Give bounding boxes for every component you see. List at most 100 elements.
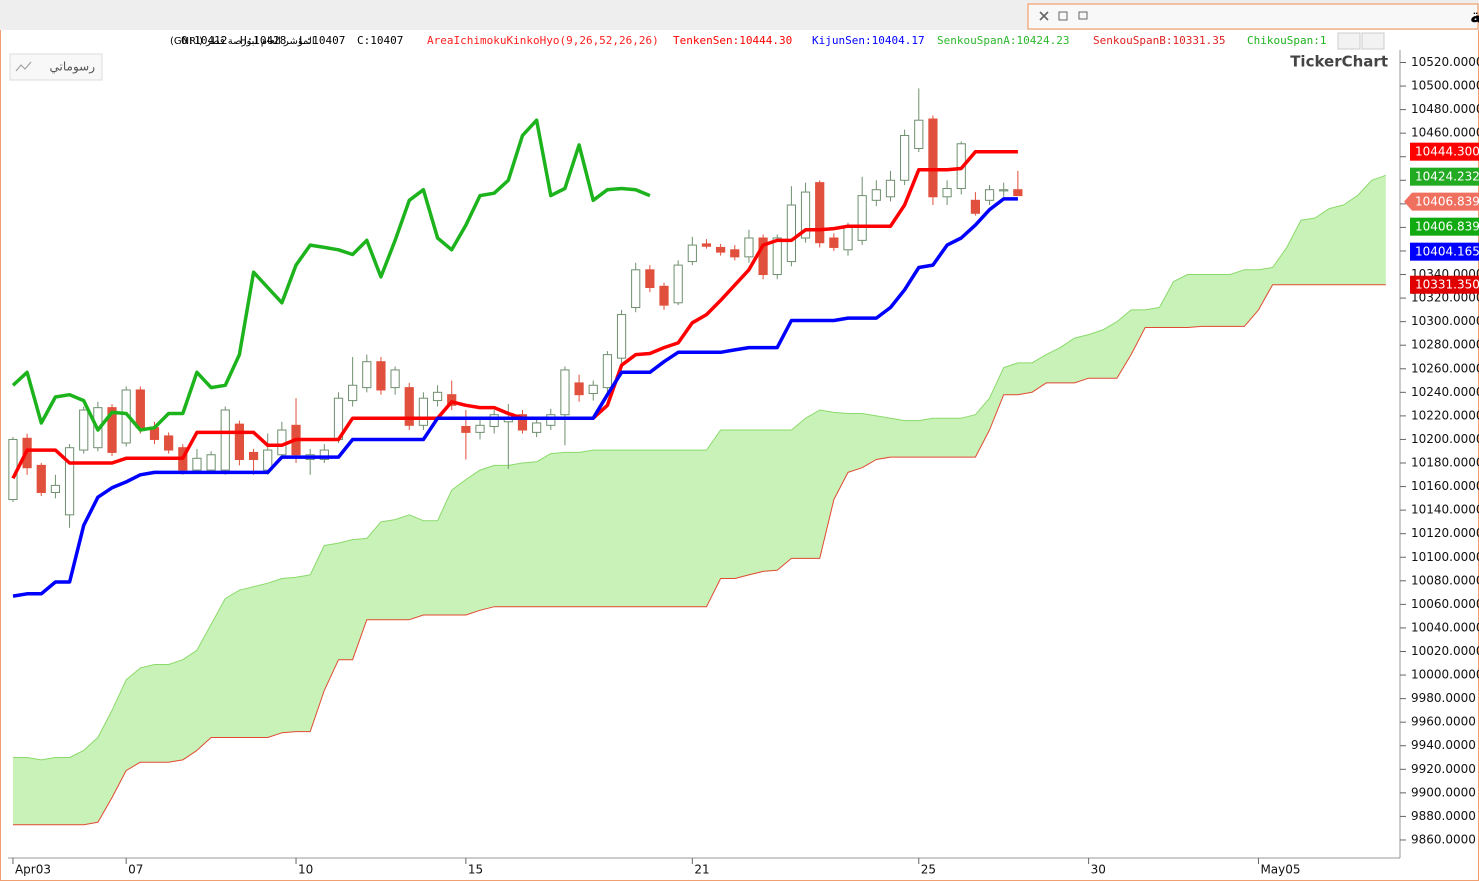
indicator-line [11,149,1018,480]
y-tick-label: 9900.0000 [1411,785,1476,799]
y-tick-label: 10500.0000 [1411,79,1479,93]
chart-title: المؤشر العام لبورصة قطر - ستون دقيقة [1470,6,1479,28]
y-tick-label: 10300.0000 [1411,314,1479,328]
candle-body [64,447,75,516]
y-tick-label: 10280.0000 [1411,338,1479,352]
candle-body [107,407,117,453]
candle-body [220,409,230,471]
candle-body [800,191,811,239]
candle-body [815,182,825,244]
candle-body [517,414,528,431]
y-tick-label: 10120.0000 [1411,526,1479,540]
y-tick-label: 10240.0000 [1411,385,1479,399]
candle-body [546,414,556,426]
x-tick-label: 10 [298,863,313,877]
candle-body [659,285,669,306]
legend-entry: SenkouSpanB:10331.35 [1093,34,1225,47]
ohlc-label: L:10407 [299,34,345,47]
candle-body [461,425,471,433]
candle-body [489,414,499,427]
y-tick-label: 10140.0000 [1411,503,1479,517]
price-tag-label: 10444.300 [1415,145,1479,159]
indicator-label: AreaIchimokuKinkoHyo(9,26,52,26,26) [427,34,659,47]
x-tick-label: 21 [694,863,709,877]
candle-body [532,422,542,433]
candle-body [362,361,372,389]
candle-body [758,237,768,276]
panel-button[interactable] [1361,32,1385,50]
y-tick-label: 10220.0000 [1411,408,1479,422]
candle-body [1013,189,1023,197]
indicator-line [13,174,1386,761]
y-tick-label: 10320.0000 [1411,291,1479,305]
candle-body [475,424,485,433]
legend: المؤشر العام لبورصة قطر (GNRI) O:10412 H… [170,34,1326,47]
candle-body [942,188,952,198]
panel-button[interactable] [1337,32,1361,50]
y-tick-label: 10160.0000 [1411,479,1479,493]
candle-body [885,179,896,198]
logo: TickerChart [1290,53,1388,71]
drawings-button-label[interactable]: رسوماتي [50,60,96,75]
candle-body [192,457,202,471]
candle-body [602,354,613,389]
ohlc-label: C:10407 [357,34,403,47]
window-buttons[interactable] [1039,11,1088,21]
candle-body [616,314,627,359]
x-tick-label: May05 [1260,863,1300,877]
candle-body [829,237,839,248]
candle-body [390,369,400,389]
candle-body [772,237,782,276]
price-tag-label: 10404.165 [1415,245,1479,259]
y-tick-label: 10480.0000 [1411,102,1479,116]
price-tag [1404,192,1479,211]
price-tag [1410,142,1479,161]
candle-body [79,409,89,451]
ohlc-label: H:10428 [240,34,286,47]
price-tag-label: 10406.839 [1415,220,1479,234]
x-tick-label: 15 [468,863,483,877]
close-icon[interactable] [1039,11,1049,21]
y-tick-label: 10520.0000 [1411,55,1479,69]
price-tag-label: 10331.350 [1415,278,1479,292]
restore-icon[interactable] [1058,11,1068,21]
price-tag [1410,167,1479,186]
indicator-line [11,118,651,432]
candle-body [588,384,598,395]
candle-body [348,384,358,402]
candle-body [914,119,924,149]
candle-body [432,391,443,402]
y-tick-label: 9860.0000 [1411,832,1476,846]
candle-body [687,244,697,263]
candle-body [984,189,995,201]
candle-body [206,454,216,471]
drawings-icon [15,61,32,72]
y-tick-label: 10100.0000 [1411,550,1479,564]
candle-body [50,484,61,493]
candle-body [319,449,329,460]
y-tick-label: 9980.0000 [1411,691,1476,705]
candle-body [900,135,910,181]
candle-body [999,189,1009,192]
candle-body [376,361,386,391]
y-tick-label: 10080.0000 [1411,573,1479,587]
candle-body [418,397,429,426]
candle-body [560,369,570,416]
legend-entry: TenkenSen:10444.30 [673,34,792,47]
candle-body [730,249,740,258]
candle-body [36,464,46,493]
candle-body [970,199,980,214]
candle-body [631,269,641,309]
price-tag-label: 10424.232 [1415,170,1479,184]
candle-body [871,189,881,201]
y-tick-label: 10000.0000 [1411,668,1479,682]
indicator-line [12,197,1018,598]
price-tag [1410,217,1479,236]
drawings-button[interactable] [9,53,103,81]
plot-area [8,88,1386,826]
y-tick-label: 9960.0000 [1411,715,1476,729]
title-box [1027,3,1479,30]
detach-icon[interactable] [1078,11,1088,20]
candle-body [135,389,145,429]
